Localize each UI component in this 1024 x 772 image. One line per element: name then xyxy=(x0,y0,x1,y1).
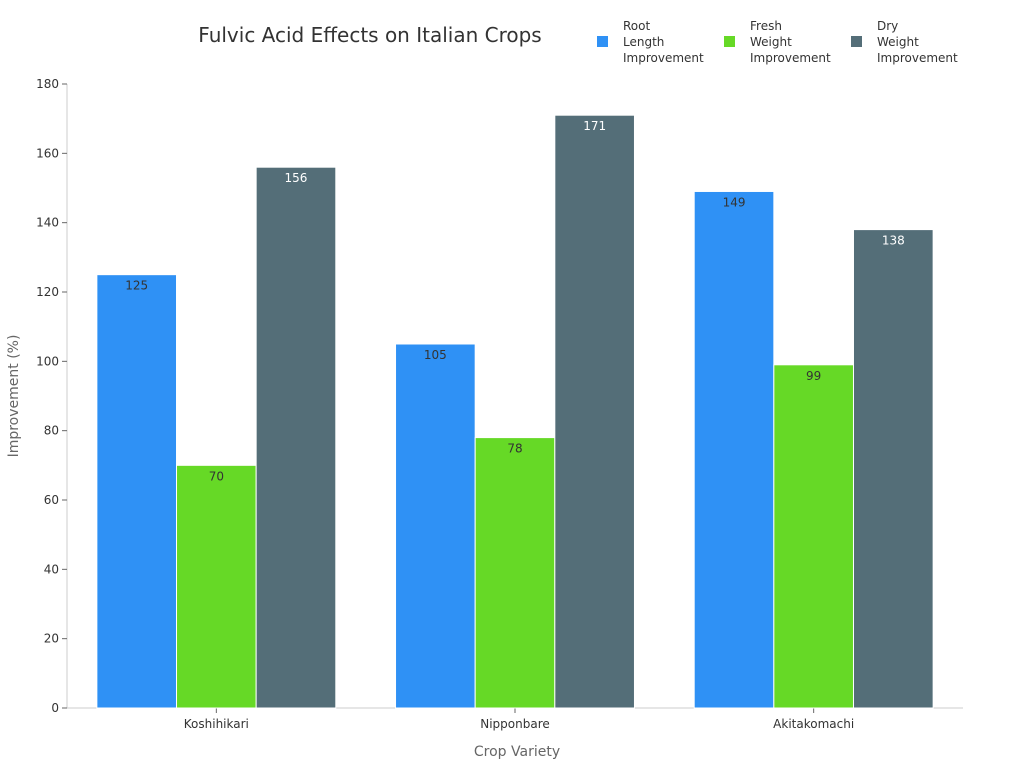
legend-label: Improvement xyxy=(877,51,958,65)
legend-item[interactable]: Fresh Weight Improvement xyxy=(724,19,831,65)
legend-item[interactable]: Dry Weight Improvement xyxy=(851,19,958,65)
y-tick-label: 160 xyxy=(36,146,59,160)
data-label: 70 xyxy=(209,469,224,483)
x-tick-label: Nipponbare xyxy=(480,717,550,731)
bar[interactable] xyxy=(773,364,854,709)
legend-swatch xyxy=(597,36,608,47)
y-tick-label: 120 xyxy=(36,285,59,299)
legend-label: Weight xyxy=(750,35,792,49)
data-label: 125 xyxy=(125,279,148,293)
data-label: 78 xyxy=(507,442,522,456)
bar[interactable] xyxy=(176,464,257,709)
bar[interactable] xyxy=(96,274,178,709)
data-label: 149 xyxy=(723,195,746,209)
legend-label: Dry xyxy=(877,19,898,33)
legend-swatch xyxy=(851,36,862,47)
legend-label: Improvement xyxy=(623,51,704,65)
legend-label: Fresh xyxy=(750,19,782,33)
bar[interactable] xyxy=(474,437,556,709)
y-tick-label: 40 xyxy=(44,562,59,576)
data-label: 105 xyxy=(424,348,447,362)
y-axis-label: Improvement (%) xyxy=(6,335,22,458)
y-tick-label: 100 xyxy=(36,354,59,368)
bar[interactable] xyxy=(554,114,635,709)
x-tick-label: Akitakomachi xyxy=(773,717,854,731)
bar[interactable] xyxy=(395,343,476,709)
legend-label: Length xyxy=(623,35,664,49)
bar[interactable] xyxy=(255,166,337,709)
y-tick-label: 140 xyxy=(36,216,59,230)
legend-label: Improvement xyxy=(750,51,831,65)
data-label: 138 xyxy=(882,234,905,248)
y-tick-label: 60 xyxy=(44,493,59,507)
y-tick-label: 180 xyxy=(36,77,59,91)
chart-title: Fulvic Acid Effects on Italian Crops xyxy=(198,23,541,47)
data-label: 156 xyxy=(285,171,308,185)
bar[interactable] xyxy=(852,229,934,709)
x-tick-label: Koshihikari xyxy=(184,717,249,731)
bar[interactable] xyxy=(693,190,775,709)
legend-label: Root xyxy=(623,19,650,33)
y-tick-label: 0 xyxy=(51,701,59,715)
legend-item[interactable]: Root Length Improvement xyxy=(597,19,704,65)
x-axis-label: Crop Variety xyxy=(474,744,560,760)
y-tick-label: 20 xyxy=(44,632,59,646)
data-label: 99 xyxy=(806,369,821,383)
legend-label: Weight xyxy=(877,35,919,49)
legend-swatch xyxy=(724,36,735,47)
y-tick-label: 80 xyxy=(44,424,59,438)
data-label: 171 xyxy=(583,119,606,133)
